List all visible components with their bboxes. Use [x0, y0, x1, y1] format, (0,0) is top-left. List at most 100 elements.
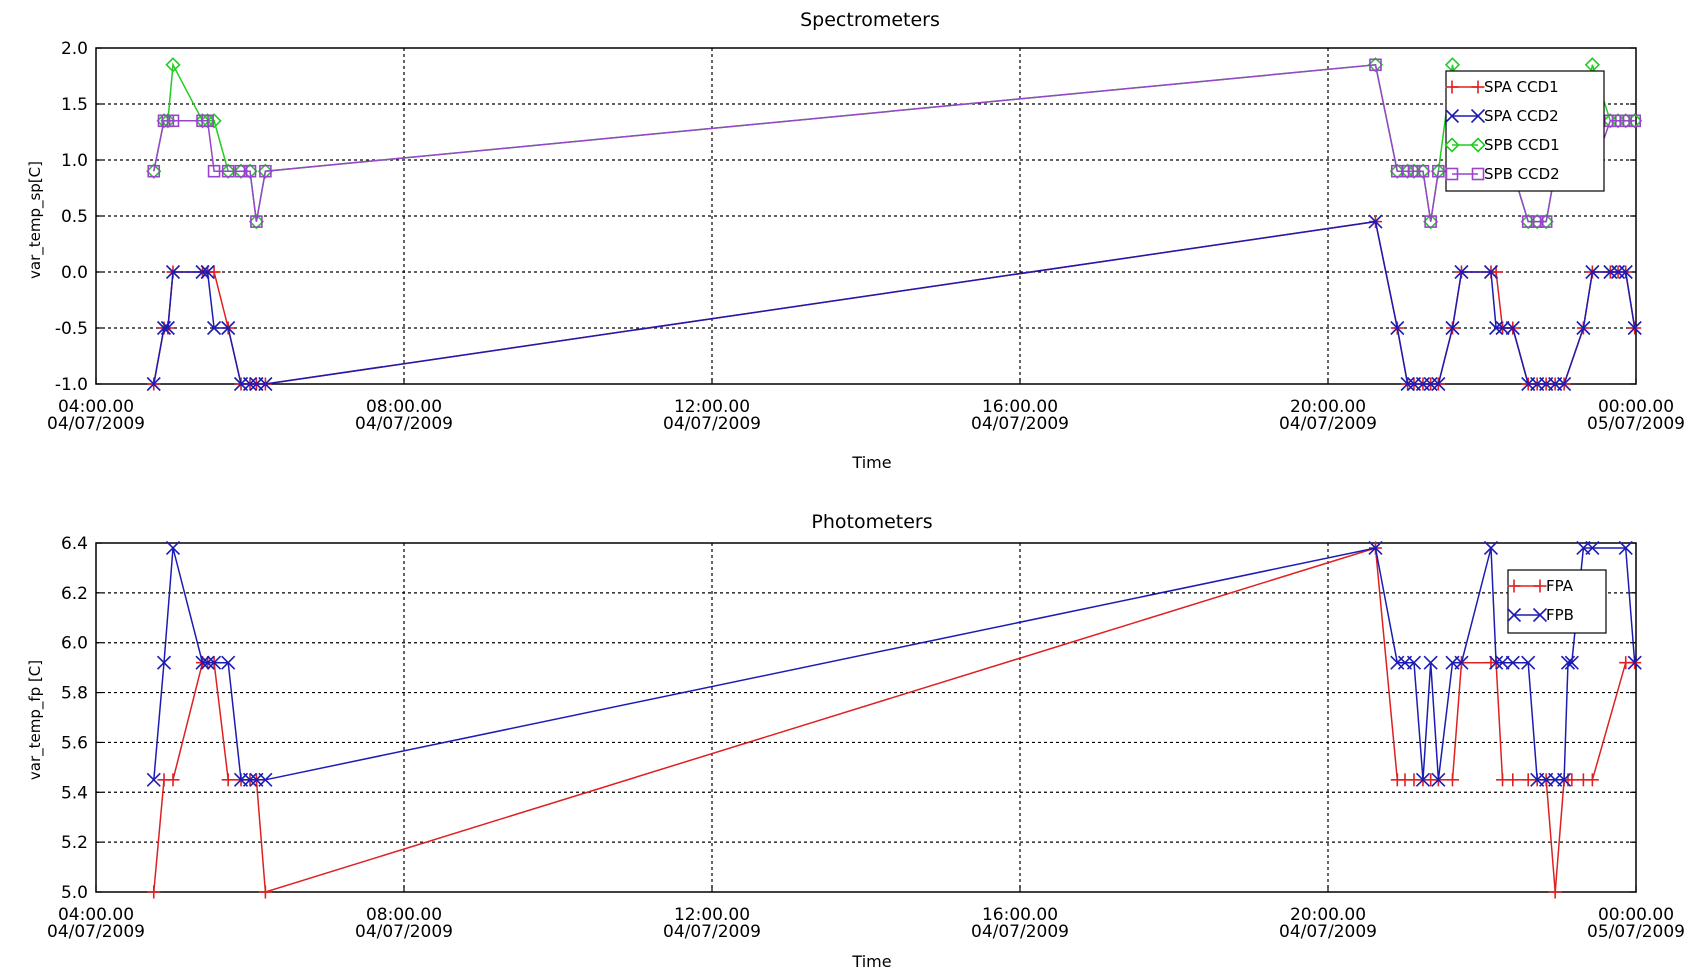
data-point: [207, 265, 221, 279]
data-point: [207, 655, 222, 670]
x-axis-label: Time: [851, 952, 891, 971]
data-point: [1367, 57, 1384, 73]
data-point: [1424, 215, 1437, 228]
legend-marker: [1444, 108, 1460, 124]
x-tick-label-date: 04/07/2009: [971, 922, 1069, 942]
data-point: [258, 772, 273, 787]
data-point: [258, 885, 272, 899]
data-point: [1495, 320, 1510, 336]
y-tick-label: 1.5: [61, 95, 88, 115]
legend-marker: [1445, 80, 1459, 94]
data-point: [1618, 540, 1633, 556]
data-point: [207, 320, 222, 336]
data-point: [1585, 264, 1600, 280]
x-tick-label-time: 20:00.00: [1290, 905, 1366, 925]
data-point: [1619, 114, 1633, 128]
data-point: [166, 114, 180, 128]
x-tick-label-time: 16:00.00: [982, 905, 1058, 925]
legend-box: [1507, 569, 1607, 634]
data-point: [1618, 264, 1633, 280]
data-point: [1483, 264, 1499, 280]
data-point: [1454, 655, 1469, 670]
legend-marker: [1506, 607, 1522, 623]
data-point: [1390, 320, 1405, 336]
data-point: [165, 57, 181, 73]
x-tick-label-date: 04/07/2009: [47, 414, 145, 434]
data-point: [156, 655, 172, 670]
y-axis-label: var_temp_sp[C]: [26, 161, 45, 279]
data-point: [160, 113, 176, 129]
data-point: [1415, 772, 1431, 787]
data-point: [1415, 163, 1431, 179]
data-point: [1432, 164, 1445, 178]
y-tick-label: 5.0: [61, 883, 88, 903]
x-tick-label-date: 05/07/2009: [1587, 922, 1685, 942]
data-point: [1627, 113, 1643, 129]
legend-marker: [1470, 137, 1486, 153]
data-point: [221, 320, 236, 336]
data-point: [201, 114, 214, 128]
data-point: [1530, 215, 1544, 228]
data-point: [1628, 114, 1642, 128]
y-tick-label: 6.2: [61, 584, 88, 604]
data-point: [1538, 213, 1554, 230]
data-point: [248, 213, 265, 230]
data-point: [1564, 655, 1579, 670]
legend-marker: [1533, 579, 1547, 593]
data-point: [242, 772, 258, 787]
data-point: [220, 163, 236, 179]
data-point: [160, 320, 175, 336]
legend-label: FPB: [1546, 606, 1574, 624]
chart-title: Photometers: [811, 511, 932, 533]
data-point: [1400, 376, 1415, 392]
data-point: [156, 320, 172, 336]
data-point: [258, 376, 273, 392]
x-tick-label-date: 04/07/2009: [971, 414, 1069, 434]
data-point: [200, 655, 215, 670]
data-point: [1557, 772, 1572, 787]
legend: FPA FPB: [1506, 569, 1607, 634]
x-tick-label-time: 12:00.00: [674, 905, 750, 925]
legend-marker: [1507, 579, 1521, 593]
data-point: [1505, 320, 1520, 336]
data-point: [1627, 655, 1642, 670]
x-tick-label-time: 16:00.00: [982, 397, 1058, 417]
data-point: [195, 264, 210, 280]
data-point: [1416, 164, 1430, 178]
x-tick-label-time: 08:00.00: [366, 397, 442, 417]
data-point: [156, 113, 172, 129]
legend: SPA CCD1 SPA CCD2 SPB CCD1 SPB CCD2: [1444, 70, 1605, 192]
y-tick-label: 1.0: [61, 151, 88, 171]
data-point: [1401, 164, 1414, 178]
y-tick-label: 5.8: [61, 684, 88, 704]
data-point: [195, 655, 210, 670]
legend-label: SPA CCD1: [1484, 78, 1559, 96]
data-point: [1495, 655, 1510, 670]
data-point: [234, 164, 248, 178]
legend-label: SPB CCD2: [1484, 165, 1560, 183]
data-point: [200, 113, 216, 129]
legend-marker: [1471, 167, 1485, 181]
data-point: [1369, 58, 1382, 72]
x-tick-label-date: 05/07/2009: [1587, 414, 1685, 434]
x-tick-label-time: 04:00.00: [58, 397, 134, 417]
data-point: [146, 163, 162, 179]
data-point: [1423, 655, 1438, 670]
x-tick-label-date: 04/07/2009: [1279, 922, 1377, 942]
data-point: [1445, 320, 1460, 336]
data-point: [1505, 655, 1520, 670]
data-point: [165, 264, 181, 280]
x-tick-label-time: 12:00.00: [674, 397, 750, 417]
data-point: [194, 113, 211, 129]
x-tick-label-date: 04/07/2009: [663, 922, 761, 942]
x-tick-label-time: 04:00.00: [58, 905, 134, 925]
data-point: [207, 164, 221, 178]
data-point: [1611, 114, 1625, 128]
data-point: [166, 773, 180, 787]
series-line-spa-ccd2: [153, 220, 1636, 385]
data-point: [242, 376, 258, 392]
data-point: [1489, 320, 1504, 336]
y-tick-label: -1.0: [55, 375, 88, 395]
data-point: [206, 113, 222, 129]
y-tick-label: 2.0: [61, 39, 88, 59]
